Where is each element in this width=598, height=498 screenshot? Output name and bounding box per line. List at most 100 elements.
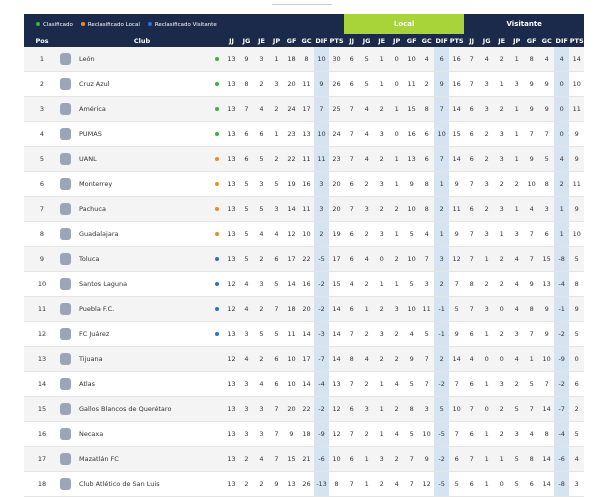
position: 7 — [24, 196, 60, 222]
stat: 1 — [374, 71, 390, 97]
stat: 1 — [434, 221, 450, 247]
stat: 14 — [329, 321, 345, 347]
stat: 4 — [359, 96, 375, 122]
team-logo — [60, 328, 71, 340]
stat: 11 — [299, 146, 314, 172]
column-header: JP — [509, 34, 525, 47]
stat: 16 — [449, 71, 465, 97]
stat: 3 — [374, 446, 390, 472]
club: FC Juárez — [60, 321, 210, 347]
stat: 8 — [524, 296, 540, 322]
stat: 6 — [464, 371, 480, 397]
stat: 9 — [449, 221, 465, 247]
position: 10 — [24, 271, 60, 297]
status-dot — [215, 132, 219, 136]
stat: -4 — [554, 421, 570, 447]
stat: 9 — [449, 171, 465, 197]
stat: 2 — [389, 396, 405, 422]
stat: 4 — [404, 321, 420, 347]
stat: 0 — [374, 246, 390, 272]
stat: 3 — [239, 371, 254, 397]
position: 15 — [24, 396, 60, 422]
club-name: Tijuana — [79, 355, 103, 363]
status-dot — [215, 332, 219, 336]
stat: 6 — [344, 446, 360, 472]
club-name: Puebla F.C. — [79, 305, 115, 313]
team-row: 3 América 13 7 4 2 24 17 7 25 7 4 2 1 15 8 7 14 6 3 2 1 9 9 0 11 — [24, 96, 585, 122]
stat: 13 — [224, 371, 239, 397]
stat: 3 — [494, 371, 510, 397]
team-logo — [60, 253, 71, 265]
stat: 24 — [284, 96, 299, 122]
stat: 18 — [299, 421, 314, 447]
stat: 4 — [269, 221, 284, 247]
stat: 25 — [329, 96, 345, 122]
stat: 2 — [494, 246, 510, 272]
stat: 19 — [329, 221, 345, 247]
stat: 7 — [344, 96, 360, 122]
column-header: JE — [254, 34, 269, 47]
stat: 1 — [374, 371, 390, 397]
stat: 3 — [569, 471, 585, 497]
status-dot — [215, 257, 219, 261]
status-dot — [215, 232, 219, 236]
team-logo — [60, 103, 71, 115]
column-header: JP — [389, 34, 405, 47]
stat: 2 — [479, 271, 495, 297]
stat: 5 — [509, 446, 525, 472]
stat: 7 — [269, 296, 284, 322]
stat: 3 — [269, 196, 284, 222]
status-cell — [210, 321, 224, 347]
stat: 4 — [509, 246, 525, 272]
stat: 2 — [254, 471, 269, 497]
team-row: 8 Guadalajara 13 5 4 4 12 10 2 19 6 2 3 1 5 4 1 9 7 3 1 3 7 6 1 1… — [24, 221, 585, 247]
stat: 6 — [434, 47, 450, 72]
stat: 5 — [509, 396, 525, 422]
stat: -2 — [554, 321, 570, 347]
stat: 6 — [239, 121, 254, 147]
column-header: DIF — [554, 34, 570, 47]
status-cell — [210, 346, 224, 372]
club-name: Necaxa — [79, 430, 104, 438]
stat: 7 — [344, 321, 360, 347]
stat: 8 — [419, 171, 435, 197]
status-dot — [215, 57, 219, 61]
status-cell — [210, 396, 224, 422]
stat: 1 — [479, 246, 495, 272]
stat: 7 — [449, 271, 465, 297]
stat: 7 — [269, 446, 284, 472]
stat: 12 — [329, 421, 345, 447]
status-cell — [210, 221, 224, 247]
club-name: Toluca — [79, 255, 100, 263]
stat: 6 — [539, 221, 555, 247]
stat: 2 — [434, 346, 450, 372]
stat: 12 — [284, 221, 299, 247]
column-header: PTS — [329, 34, 345, 47]
stat: 6 — [344, 246, 360, 272]
stat: 7 — [524, 321, 540, 347]
stat: 16 — [449, 47, 465, 72]
stat: 2 — [389, 246, 405, 272]
stat: 7 — [434, 146, 450, 172]
stat: 8 — [329, 471, 345, 497]
stat: 11 — [419, 296, 435, 322]
team-row: 2 Cruz Azul 13 8 2 3 20 11 9 26 6 5 1 0 11 2 9 16 7 3 1 3 9 9 0 1… — [24, 71, 585, 97]
stat: 3 — [479, 96, 495, 122]
stat: 4 — [554, 146, 570, 172]
stat: 7 — [344, 371, 360, 397]
stat: -5 — [434, 421, 450, 447]
stat: 5 — [569, 421, 585, 447]
club: Puebla F.C. — [60, 296, 210, 322]
club: Monterrey — [60, 171, 210, 197]
stat: 2 — [254, 71, 269, 97]
column-header: GF — [404, 34, 420, 47]
stat: 11 — [314, 146, 329, 172]
legend-item: Reclasificado Visitante — [147, 22, 217, 28]
stat: 1 — [509, 47, 525, 72]
stat: 6 — [344, 47, 360, 72]
stat: 2 — [269, 96, 284, 122]
stat: 9 — [539, 71, 555, 97]
stat: -9 — [554, 346, 570, 372]
stat: 2 — [509, 171, 525, 197]
